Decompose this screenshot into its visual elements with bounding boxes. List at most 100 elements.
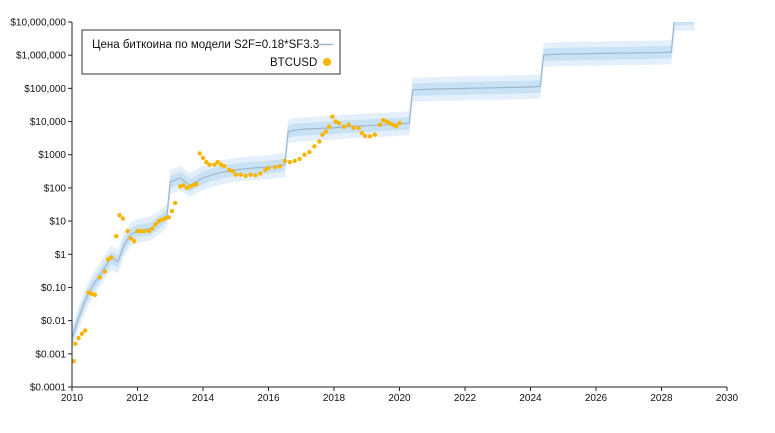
legend-swatch-btc <box>323 58 331 66</box>
btc-point <box>150 226 155 231</box>
btc-point <box>135 228 140 234</box>
btc-point <box>233 172 238 177</box>
btc-point <box>307 149 312 155</box>
model-line-layer <box>72 22 675 339</box>
btc-point <box>320 132 325 137</box>
x-tick-label: 2028 <box>650 393 673 404</box>
btc-point <box>153 222 158 227</box>
btc-point <box>253 173 258 178</box>
btc-point <box>336 120 342 126</box>
btc-point <box>390 122 396 128</box>
y-tick-label: $100,000 <box>24 84 66 95</box>
y-tick-label: $1000 <box>38 150 66 161</box>
btc-point <box>341 124 346 129</box>
btc-point <box>200 155 206 161</box>
btc-point <box>184 185 189 191</box>
btc-point <box>323 129 328 134</box>
btc-point <box>258 171 263 176</box>
x-tick-label: 2030 <box>716 393 739 404</box>
btc-point <box>277 164 283 169</box>
legend-label-model: Цена биткоина по модели S2F=0.18*SF3.3 <box>92 39 319 51</box>
y-tick-label: $1,000,000 <box>16 51 66 62</box>
legend-label-btc: BTCUSD <box>270 57 317 69</box>
y-tick-label: $10,000 <box>30 117 67 128</box>
btc-point <box>282 158 288 164</box>
btc-point <box>384 119 389 124</box>
btc-point <box>204 159 209 165</box>
x-tick-label: 2014 <box>192 393 215 404</box>
btc-point <box>166 215 171 220</box>
btc-point <box>132 238 137 244</box>
y-tick-label: $0.001 <box>35 349 66 360</box>
x-tick-label: 2024 <box>519 393 542 404</box>
btc-point <box>238 172 243 177</box>
btc-point <box>146 228 152 234</box>
btc-point <box>394 124 399 129</box>
x-tick-label: 2012 <box>126 393 149 404</box>
y-tick-label: $0.0001 <box>30 383 67 394</box>
x-tick-label: 2018 <box>323 393 346 404</box>
btc-point <box>97 275 103 280</box>
btc-point <box>377 122 383 128</box>
btc-point <box>215 159 220 165</box>
btc-point <box>79 331 85 336</box>
y-tick-label: $100 <box>44 183 67 194</box>
btc-point <box>372 132 378 137</box>
btc-point <box>207 162 212 167</box>
btc-point <box>138 228 143 234</box>
btc-point <box>359 130 364 136</box>
x-tick-label: 2016 <box>257 393 280 404</box>
btc-point <box>173 200 178 206</box>
btc-point <box>356 125 361 131</box>
y-tick-label: $1 <box>55 250 67 261</box>
btc-point <box>317 139 322 144</box>
axes: $0.0001 $0.001 $0.01 $0.10 $1 $10 $100 $1000 $10… <box>10 18 738 405</box>
btc-point <box>263 167 268 173</box>
btc-point <box>346 122 351 128</box>
btc-point <box>125 228 130 234</box>
x-tick-label: 2022 <box>454 393 477 404</box>
btc-point <box>330 114 335 119</box>
btc-point <box>227 167 232 173</box>
legend: Цена биткоина по модели S2F=0.18*SF3.3 B… <box>81 29 341 75</box>
model-line <box>72 22 675 339</box>
btc-point <box>114 234 119 239</box>
btc-point <box>117 213 122 218</box>
btc-point <box>326 124 332 129</box>
btc-point <box>105 257 111 262</box>
btc-point <box>272 165 278 170</box>
y-tick-label: $10 <box>49 217 66 228</box>
x-tick-label: 2020 <box>388 393 411 404</box>
y-tick-label: $0.10 <box>41 283 66 294</box>
btc-point <box>177 184 183 189</box>
btc-point <box>397 120 402 126</box>
btc-point <box>197 151 202 156</box>
btc-point <box>351 125 356 130</box>
btc-point <box>163 216 168 221</box>
btc-point <box>312 144 317 149</box>
btc-point <box>187 184 193 189</box>
btc-point <box>292 158 297 164</box>
btc-point <box>218 162 224 167</box>
btc-point <box>120 216 126 221</box>
btc-point <box>243 173 248 179</box>
btc-point <box>212 162 217 167</box>
btc-point <box>128 236 134 241</box>
btc-dot-layer <box>71 114 402 364</box>
btc-point <box>76 335 81 341</box>
btc-point <box>297 156 302 162</box>
btc-point <box>380 118 386 123</box>
btc-point <box>287 159 292 165</box>
btc-point <box>367 134 373 139</box>
y-tick-label: $10,000,000 <box>10 18 66 29</box>
btc-point <box>102 269 108 274</box>
btc-point <box>92 292 98 297</box>
btc-point <box>194 181 199 187</box>
btc-point <box>230 168 235 174</box>
btc-point <box>222 164 227 169</box>
btc-point <box>82 328 88 333</box>
y-tick-label: $0.01 <box>41 316 66 327</box>
x-tick-label: 2010 <box>61 393 84 404</box>
